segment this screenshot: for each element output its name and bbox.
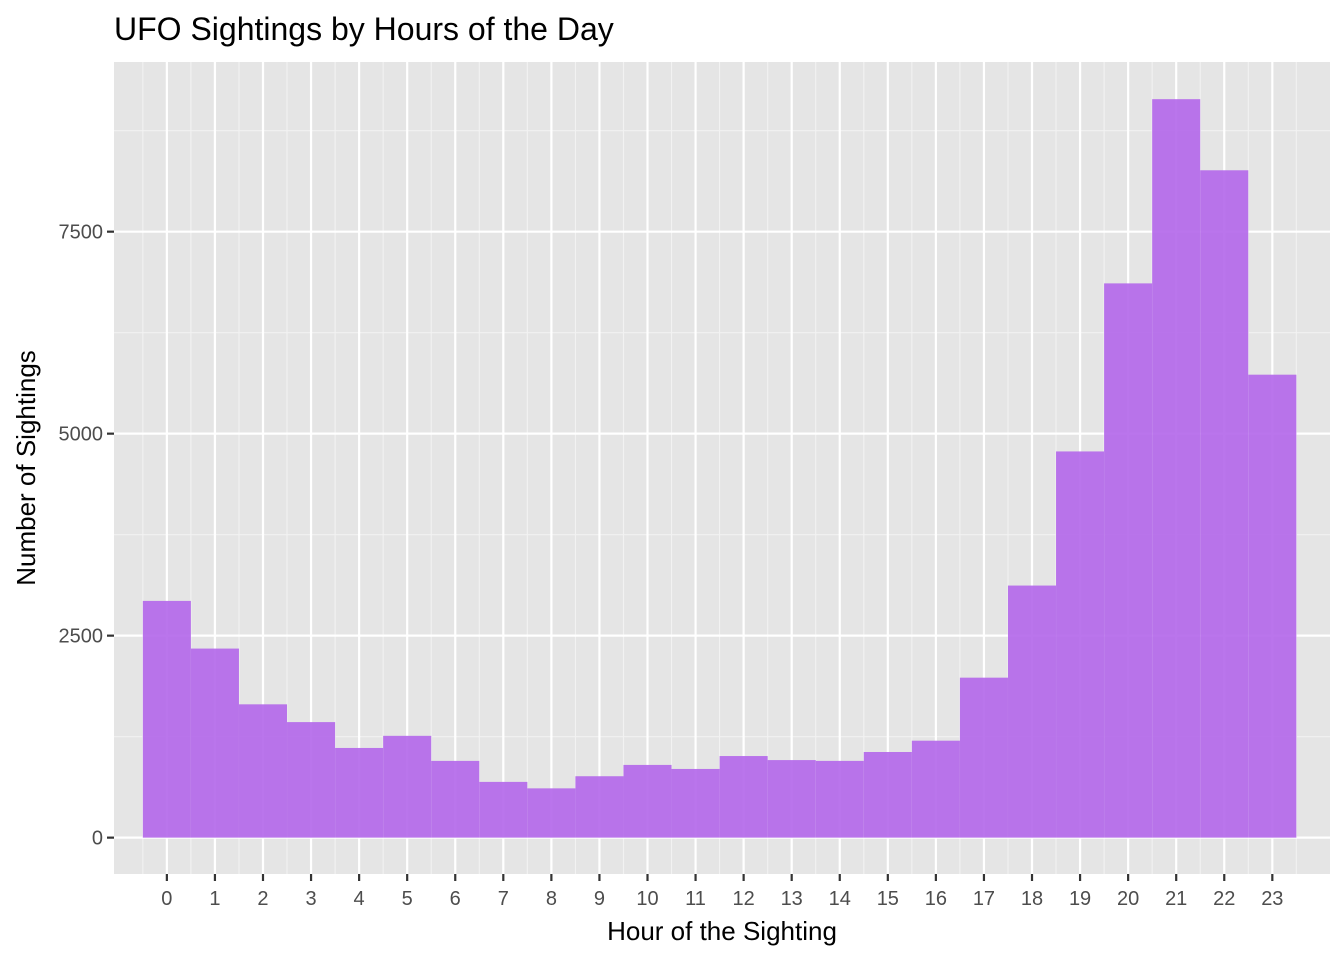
y-axis-title: Number of Sightings — [11, 350, 41, 586]
bar-hour-6 — [431, 760, 480, 838]
bar-hour-7 — [479, 781, 528, 838]
x-tick-label: 8 — [546, 888, 557, 910]
x-tick-label: 15 — [877, 888, 899, 910]
x-tick-label: 10 — [636, 888, 658, 910]
chart-title: UFO Sightings by Hours of the Day — [114, 11, 614, 47]
bar-hour-14 — [815, 760, 864, 838]
x-tick-label: 2 — [257, 888, 268, 910]
x-tick-label: 21 — [1165, 888, 1187, 910]
bar-hour-11 — [671, 768, 720, 838]
bar-hour-20 — [1104, 283, 1153, 838]
bar-hour-22 — [1200, 170, 1249, 838]
bar-hour-17 — [959, 677, 1008, 838]
bar-hour-16 — [911, 740, 960, 838]
x-tick-label: 16 — [925, 888, 947, 910]
x-tick-label: 18 — [1021, 888, 1043, 910]
bar-hour-18 — [1007, 585, 1057, 838]
bar-hour-1 — [190, 648, 239, 838]
x-tick-label: 5 — [402, 888, 413, 910]
x-tick-label: 7 — [498, 888, 509, 910]
y-tick-label: 5000 — [59, 424, 104, 446]
x-tick-label: 3 — [305, 888, 316, 910]
bar-hour-4 — [335, 747, 384, 838]
x-axis-title: Hour of the Sighting — [607, 916, 837, 946]
bar-hour-21 — [1152, 99, 1201, 838]
bar-hour-2 — [238, 704, 288, 838]
bar-hour-13 — [767, 760, 816, 838]
x-tick-label: 22 — [1213, 888, 1235, 910]
bar-hour-3 — [287, 722, 336, 838]
x-tick-label: 11 — [685, 888, 706, 910]
y-tick-label: 2500 — [59, 626, 104, 648]
x-tick-label: 17 — [973, 888, 995, 910]
y-tick-label: 7500 — [59, 222, 104, 244]
x-tick-label: 23 — [1261, 888, 1283, 910]
bar-hour-23 — [1248, 374, 1297, 838]
bars — [142, 99, 1297, 838]
x-tick-label: 1 — [209, 888, 220, 910]
bar-hour-15 — [863, 751, 912, 838]
bar-hour-5 — [383, 735, 432, 838]
x-tick-label: 0 — [161, 888, 172, 910]
y-tick-label: 0 — [92, 828, 103, 850]
bar-hour-9 — [575, 776, 624, 838]
x-tick-label: 14 — [829, 888, 851, 910]
bar-hour-12 — [719, 756, 768, 838]
bar-hour-0 — [142, 600, 191, 838]
x-tick-label: 4 — [354, 888, 365, 910]
x-tick-label: 6 — [450, 888, 461, 910]
y-axis: 0 2500 5000 7500 — [59, 222, 114, 850]
bar-hour-10 — [623, 764, 672, 838]
x-tick-label: 20 — [1117, 888, 1139, 910]
x-axis: 0 1 2 3 4 5 6 7 8 9 10 11 12 13 14 15 16 17 18 19 20 21 22 23 — [161, 874, 1283, 910]
x-tick-label: 19 — [1069, 888, 1091, 910]
x-tick-label: 9 — [594, 888, 605, 910]
bar-hour-8 — [527, 788, 576, 838]
x-tick-label: 13 — [781, 888, 803, 910]
x-tick-label: 12 — [733, 888, 755, 910]
bar-hour-19 — [1056, 451, 1105, 838]
